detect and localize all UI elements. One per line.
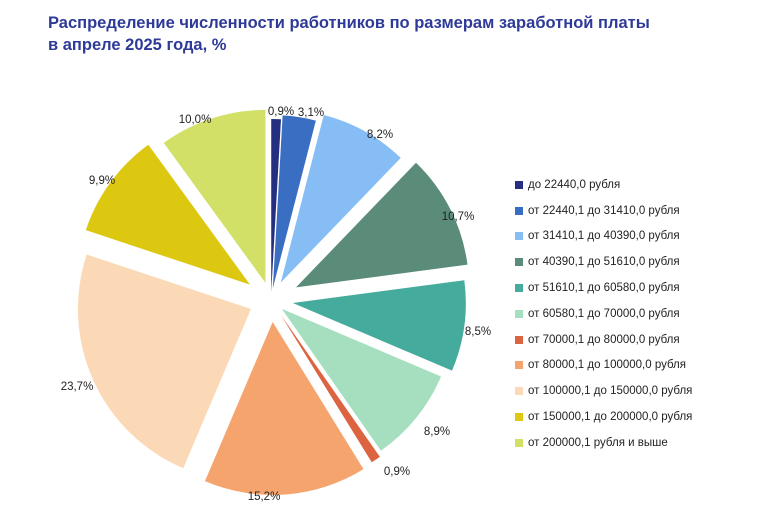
legend-item: от 70000,1 до 80000,0 рубля (515, 327, 692, 353)
pie-slice (281, 308, 442, 451)
legend-label: от 200000,1 рубля и выше (528, 436, 668, 449)
legend-item: от 31410,1 до 40390,0 рубля (515, 224, 692, 250)
slice-value-label: 10,7% (442, 211, 475, 223)
legend-label: от 40390,1 до 51610,0 рубля (528, 256, 680, 269)
legend-swatch (515, 438, 523, 447)
pie-slice (295, 162, 468, 288)
legend-item: от 40390,1 до 51610,0 рубля (515, 249, 692, 275)
legend-label: от 31410,1 до 40390,0 рубля (528, 230, 680, 243)
legend-swatch (515, 258, 523, 267)
legend-swatch (515, 309, 523, 318)
chart-title-line-2: в апреле 2025 года, % (48, 36, 227, 54)
pie-slices (77, 109, 468, 495)
slice-value-label: 9,9% (89, 175, 115, 187)
pie-slice (280, 315, 380, 463)
pie-slice (163, 109, 266, 283)
chart-title-line-1: Распределение численности работников по … (48, 14, 650, 32)
legend-label: от 80000,1 до 100000,0 рубля (528, 359, 686, 372)
legend-item: до 22440,0 рубля (515, 172, 692, 198)
legend-label: до 22440,0 рубля (528, 178, 621, 191)
legend-swatch (515, 284, 523, 293)
legend-label: от 70000,1 до 80000,0 рубля (528, 333, 680, 346)
pie-slice (280, 114, 401, 283)
legend-swatch (515, 180, 523, 189)
pie-value-labels: 0,9% 3,1% 8,2% 10,7% 8,5% 8,9% 0,9% 15,2% 23,7% 9… (61, 106, 491, 503)
legend-swatch (515, 335, 523, 344)
pie-slice (77, 254, 251, 469)
chart-legend: до 22440,0 рубля от 22440,1 до 31410,0 ру… (515, 172, 692, 456)
pie-slice (85, 144, 251, 285)
legend-item: от 80000,1 до 100000,0 рубля (515, 353, 692, 379)
legend-label: от 22440,1 до 31410,0 рубля (528, 204, 680, 217)
pie-slice (271, 119, 281, 292)
slice-value-label: 3,1% (298, 107, 324, 119)
legend-item: от 150000,1 до 200000,0 рубля (515, 404, 692, 430)
slice-value-label: 0,9% (268, 106, 294, 118)
chart-title: Распределение численности работников по … (48, 12, 650, 56)
slice-value-label: 15,2% (248, 491, 281, 503)
slice-value-label: 8,5% (465, 326, 491, 338)
legend-label: от 100000,1 до 150000,0 рубля (528, 385, 693, 398)
legend-swatch (515, 206, 523, 215)
legend-swatch (515, 413, 523, 422)
pie-slice (204, 321, 364, 495)
legend-item: от 60580,1 до 70000,0 рубля (515, 301, 692, 327)
slice-value-label: 8,9% (424, 426, 450, 438)
legend-swatch (515, 361, 523, 370)
pie-slice (292, 280, 466, 371)
slice-value-label: 10,0% (179, 114, 212, 126)
pie-slice (272, 115, 316, 289)
legend-item: от 200000,1 рубля и выше (515, 430, 692, 456)
legend-swatch (515, 232, 523, 241)
legend-item: от 51610,1 до 60580,0 рубля (515, 275, 692, 301)
legend-item: от 22440,1 до 31410,0 рубля (515, 198, 692, 224)
legend-swatch (515, 387, 523, 396)
slice-value-label: 23,7% (61, 381, 94, 393)
legend-label: от 51610,1 до 60580,0 рубля (528, 282, 680, 295)
pie-chart: 0,9% 3,1% 8,2% 10,7% 8,5% 8,9% 0,9% 15,2% 23,7% 9… (61, 106, 491, 503)
legend-label: от 60580,1 до 70000,0 рубля (528, 307, 680, 320)
slice-value-label: 8,2% (367, 129, 393, 141)
slice-value-label: 0,9% (384, 466, 410, 478)
legend-label: от 150000,1 до 200000,0 рубля (528, 411, 693, 424)
legend-item: от 100000,1 до 150000,0 рубля (515, 378, 692, 404)
